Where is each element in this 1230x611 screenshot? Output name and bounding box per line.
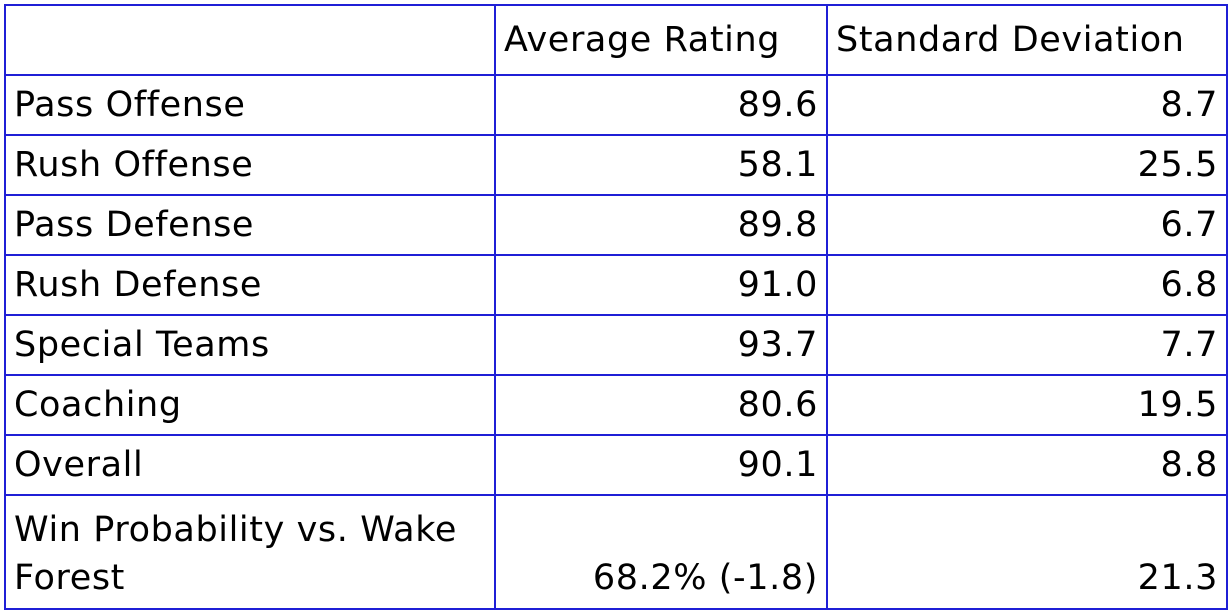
row-label: Rush Offense <box>4 134 496 196</box>
table-row: Pass Defense 89.8 6.7 <box>4 194 1228 256</box>
table-row: Rush Offense 58.1 25.5 <box>4 134 1228 196</box>
standard-deviation-cell: 25.5 <box>826 134 1228 196</box>
ratings-table: Average Rating Standard Deviation Pass O… <box>4 4 1228 610</box>
header-cell-label <box>4 4 496 76</box>
standard-deviation-cell: 7.7 <box>826 314 1228 376</box>
standard-deviation-cell: 8.7 <box>826 74 1228 136</box>
standard-deviation-cell: 6.7 <box>826 194 1228 256</box>
standard-deviation-cell: 21.3 <box>826 494 1228 610</box>
row-label: Win Probability vs. Wake Forest <box>4 494 496 610</box>
row-label: Overall <box>4 434 496 496</box>
header-row: Average Rating Standard Deviation <box>4 4 1228 76</box>
row-label: Special Teams <box>4 314 496 376</box>
table-row: Rush Defense 91.0 6.8 <box>4 254 1228 316</box>
table-row: Special Teams 93.7 7.7 <box>4 314 1228 376</box>
average-rating-cell: 68.2% (-1.8) <box>494 494 828 610</box>
average-rating-cell: 58.1 <box>494 134 828 196</box>
row-label: Rush Defense <box>4 254 496 316</box>
row-label: Coaching <box>4 374 496 436</box>
table-row: Overall 90.1 8.8 <box>4 434 1228 496</box>
table-row: Pass Offense 89.6 8.7 <box>4 74 1228 136</box>
table-row-win-probability: Win Probability vs. Wake Forest 68.2% (-… <box>4 494 1228 610</box>
standard-deviation-cell: 6.8 <box>826 254 1228 316</box>
average-rating-cell: 80.6 <box>494 374 828 436</box>
average-rating-cell: 89.8 <box>494 194 828 256</box>
average-rating-cell: 89.6 <box>494 74 828 136</box>
header-cell-standard-deviation: Standard Deviation <box>826 4 1228 76</box>
average-rating-cell: 91.0 <box>494 254 828 316</box>
row-label: Pass Offense <box>4 74 496 136</box>
header-cell-average-rating: Average Rating <box>494 4 828 76</box>
average-rating-cell: 90.1 <box>494 434 828 496</box>
standard-deviation-cell: 8.8 <box>826 434 1228 496</box>
row-label: Pass Defense <box>4 194 496 256</box>
standard-deviation-cell: 19.5 <box>826 374 1228 436</box>
table-row: Coaching 80.6 19.5 <box>4 374 1228 436</box>
average-rating-cell: 93.7 <box>494 314 828 376</box>
